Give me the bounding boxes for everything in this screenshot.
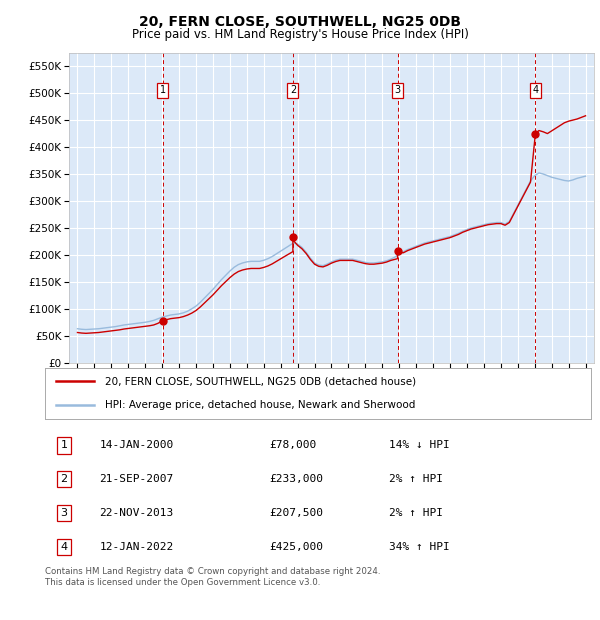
Text: Price paid vs. HM Land Registry's House Price Index (HPI): Price paid vs. HM Land Registry's House …: [131, 28, 469, 41]
Text: 1: 1: [160, 86, 166, 95]
Text: 3: 3: [394, 86, 401, 95]
Text: £425,000: £425,000: [269, 542, 323, 552]
Text: 1: 1: [61, 440, 68, 451]
Text: 4: 4: [61, 542, 68, 552]
Text: £78,000: £78,000: [269, 440, 316, 451]
Text: HPI: Average price, detached house, Newark and Sherwood: HPI: Average price, detached house, Newa…: [105, 400, 415, 410]
Text: 2: 2: [290, 86, 296, 95]
Text: £233,000: £233,000: [269, 474, 323, 484]
Text: 20, FERN CLOSE, SOUTHWELL, NG25 0DB (detached house): 20, FERN CLOSE, SOUTHWELL, NG25 0DB (det…: [105, 376, 416, 386]
Text: 2% ↑ HPI: 2% ↑ HPI: [389, 474, 443, 484]
Text: 14-JAN-2000: 14-JAN-2000: [100, 440, 174, 451]
Text: £207,500: £207,500: [269, 508, 323, 518]
Text: Contains HM Land Registry data © Crown copyright and database right 2024.
This d: Contains HM Land Registry data © Crown c…: [45, 567, 380, 587]
Text: 20, FERN CLOSE, SOUTHWELL, NG25 0DB: 20, FERN CLOSE, SOUTHWELL, NG25 0DB: [139, 16, 461, 30]
Text: 34% ↑ HPI: 34% ↑ HPI: [389, 542, 450, 552]
Text: 14% ↓ HPI: 14% ↓ HPI: [389, 440, 450, 451]
Text: 3: 3: [61, 508, 68, 518]
Text: 22-NOV-2013: 22-NOV-2013: [100, 508, 174, 518]
Text: 4: 4: [532, 86, 538, 95]
Text: 21-SEP-2007: 21-SEP-2007: [100, 474, 174, 484]
Text: 2: 2: [61, 474, 68, 484]
Text: 12-JAN-2022: 12-JAN-2022: [100, 542, 174, 552]
Text: 2% ↑ HPI: 2% ↑ HPI: [389, 508, 443, 518]
